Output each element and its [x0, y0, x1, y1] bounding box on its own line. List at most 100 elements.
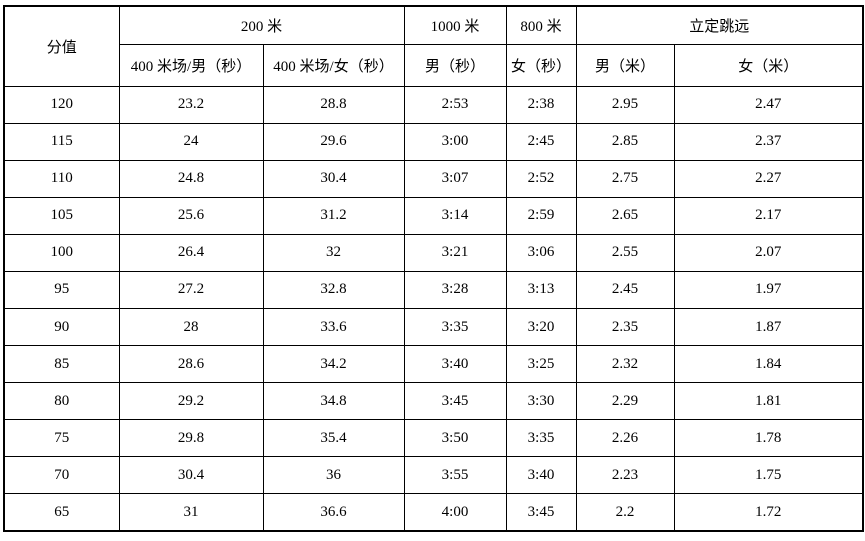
value-cell: 3:40: [505, 456, 577, 495]
score-cell: 75: [3, 419, 120, 458]
subheader-row: 400 米场/男（秒） 400 米场/女（秒） 男（秒） 女（秒） 男（米） 女…: [4, 43, 864, 87]
value-cell: 29.2: [118, 382, 264, 421]
value-cell: 29.8: [118, 419, 264, 458]
value-cell: 2.29: [575, 382, 675, 421]
value-cell: 3:45: [505, 493, 577, 532]
value-cell: 3:45: [403, 382, 507, 421]
value-cell: 4:00: [403, 493, 507, 532]
score-cell: 85: [3, 345, 120, 384]
value-cell: 1.75: [673, 456, 864, 495]
group-header-row: 分值 200 米 1000 米 800 米 立定跳远: [3, 5, 864, 87]
table-row: 70 30.4 36 3:55 3:40 2.23 1.75: [3, 456, 864, 495]
value-cell: 2.07: [673, 233, 864, 272]
table-row: 120 23.2 28.8 2:53 2:38 2.95 2.47: [3, 85, 864, 124]
value-cell: 2:59: [505, 196, 577, 235]
table-row: 115 24 29.6 3:00 2:45 2.85 2.37: [3, 122, 864, 161]
score-cell: 80: [3, 382, 120, 421]
value-cell: 29.6: [262, 122, 405, 161]
value-cell: 24.8: [118, 159, 264, 198]
value-cell: 1.87: [673, 307, 864, 347]
value-cell: 1.72: [673, 493, 864, 532]
value-cell: 2.95: [575, 85, 675, 124]
table-row: 75 29.8 35.4 3:50 3:35 2.26 1.78: [3, 419, 864, 458]
value-cell: 3:50: [403, 419, 507, 458]
table-header: 分值 200 米 1000 米 800 米 立定跳远 400 米场/男（秒） 4…: [3, 5, 864, 87]
score-cell: 120: [3, 85, 120, 124]
value-cell: 3:25: [505, 345, 577, 384]
value-cell: 30.4: [118, 456, 264, 495]
value-cell: 1.81: [673, 382, 864, 421]
value-cell: 3:20: [505, 307, 577, 347]
table-row: 85 28.6 34.2 3:40 3:25 2.32 1.84: [3, 345, 864, 384]
value-cell: 3:35: [505, 419, 577, 458]
fitness-score-table: 分值 200 米 1000 米 800 米 立定跳远 400 米场/男（秒） 4…: [3, 5, 865, 532]
value-cell: 2.26: [575, 419, 675, 458]
score-cell: 90: [3, 307, 120, 347]
value-cell: 2:52: [505, 159, 577, 198]
value-cell: 28.6: [118, 345, 264, 384]
value-cell: 1.97: [673, 270, 864, 309]
value-cell: 3:28: [403, 270, 507, 309]
table-row: 110 24.8 30.4 3:07 2:52 2.75 2.27: [3, 159, 864, 198]
value-cell: 2:45: [505, 122, 577, 161]
value-cell: 3:06: [505, 233, 577, 272]
value-cell: 3:40: [403, 345, 507, 384]
value-cell: 2.45: [575, 270, 675, 309]
subheader-1000m-male: 男（秒）: [403, 43, 507, 87]
value-cell: 2:38: [505, 85, 577, 124]
value-cell: 3:35: [403, 307, 507, 347]
score-cell: 65: [3, 493, 120, 532]
value-cell: 23.2: [118, 85, 264, 124]
value-cell: 27.2: [118, 270, 264, 309]
value-cell: 2.55: [575, 233, 675, 272]
value-cell: 1.78: [673, 419, 864, 458]
value-cell: 2.35: [575, 307, 675, 347]
subheader-long-jump-female: 女（米）: [673, 43, 864, 87]
value-cell: 3:07: [403, 159, 507, 198]
score-cell: 95: [3, 270, 120, 309]
value-cell: 28.8: [262, 85, 405, 124]
value-cell: 2.37: [673, 122, 864, 161]
table-row: 100 26.4 32 3:21 3:06 2.55 2.07: [3, 233, 864, 272]
value-cell: 33.6: [262, 307, 405, 347]
value-cell: 2.2: [575, 493, 675, 532]
value-cell: 25.6: [118, 196, 264, 235]
value-cell: 3:00: [403, 122, 507, 161]
value-cell: 26.4: [118, 233, 264, 272]
group-header-200m: 200 米: [118, 5, 405, 45]
table-row: 105 25.6 31.2 3:14 2:59 2.65 2.17: [3, 196, 864, 235]
value-cell: 24: [118, 122, 264, 161]
group-header-800m: 800 米: [505, 5, 577, 45]
score-cell: 70: [3, 456, 120, 495]
value-cell: 32.8: [262, 270, 405, 309]
value-cell: 2.85: [575, 122, 675, 161]
value-cell: 34.8: [262, 382, 405, 421]
value-cell: 3:55: [403, 456, 507, 495]
value-cell: 30.4: [262, 159, 405, 198]
table-body: 120 23.2 28.8 2:53 2:38 2.95 2.47 115 24 29.6 3:00…: [3, 85, 864, 532]
value-cell: 3:13: [505, 270, 577, 309]
subheader-800m-female: 女（秒）: [505, 43, 577, 87]
value-cell: 1.84: [673, 345, 864, 384]
corner-header-score: 分值: [3, 5, 120, 87]
score-cell: 100: [3, 233, 120, 272]
table-row: 90 28 33.6 3:35 3:20 2.35 1.87: [3, 307, 864, 347]
value-cell: 2.75: [575, 159, 675, 198]
value-cell: 3:14: [403, 196, 507, 235]
value-cell: 3:30: [505, 382, 577, 421]
score-cell: 105: [3, 196, 120, 235]
value-cell: 2.17: [673, 196, 864, 235]
subheader-400m-track-female: 400 米场/女（秒）: [262, 43, 405, 87]
value-cell: 2:53: [403, 85, 507, 124]
value-cell: 36: [262, 456, 405, 495]
group-header-standing-long-jump: 立定跳远: [575, 5, 864, 45]
subheader-400m-track-male: 400 米场/男（秒）: [118, 43, 264, 87]
value-cell: 2.23: [575, 456, 675, 495]
value-cell: 34.2: [262, 345, 405, 384]
score-cell: 115: [3, 122, 120, 161]
value-cell: 31: [118, 493, 264, 532]
table-row: 65 31 36.6 4:00 3:45 2.2 1.72: [3, 493, 864, 532]
value-cell: 28: [118, 307, 264, 347]
value-cell: 32: [262, 233, 405, 272]
subheader-long-jump-male: 男（米）: [575, 43, 675, 87]
